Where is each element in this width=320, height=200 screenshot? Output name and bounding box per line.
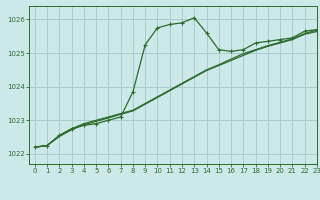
Text: Graphe pression niveau de la mer (hPa): Graphe pression niveau de la mer (hPa)	[48, 185, 272, 195]
